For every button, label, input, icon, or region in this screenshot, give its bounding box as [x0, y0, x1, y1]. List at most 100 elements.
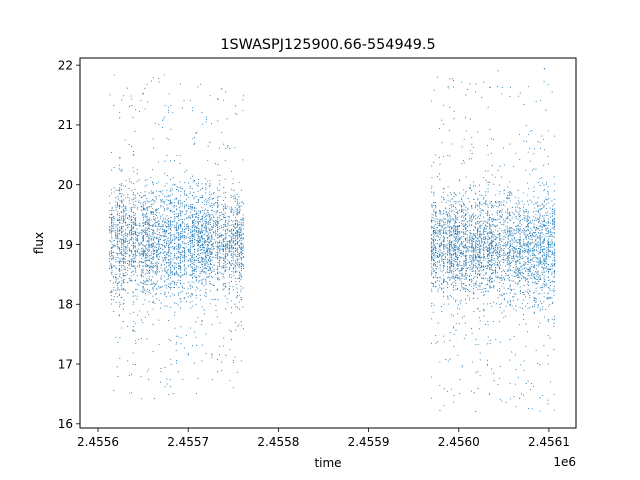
- data-point: [131, 105, 133, 107]
- data-point: [209, 204, 211, 206]
- data-point: [152, 248, 154, 250]
- data-point: [115, 205, 117, 207]
- data-point: [201, 248, 203, 251]
- data-point: [209, 191, 211, 193]
- data-point: [122, 303, 124, 305]
- data-point: [138, 179, 140, 181]
- data-point: [141, 253, 143, 255]
- data-point: [240, 230, 242, 232]
- data-point: [141, 282, 143, 284]
- data-point: [135, 200, 137, 202]
- data-point: [172, 293, 174, 295]
- data-point: [142, 241, 144, 243]
- data-point: [148, 259, 150, 261]
- data-point: [231, 270, 233, 273]
- data-point: [457, 210, 459, 212]
- data-point: [433, 227, 435, 229]
- data-point: [181, 229, 183, 231]
- data-point: [222, 250, 224, 252]
- data-point: [228, 235, 230, 237]
- data-point: [441, 225, 443, 227]
- data-point: [205, 258, 207, 260]
- data-point: [226, 146, 228, 148]
- data-point: [111, 219, 113, 222]
- data-point: [133, 221, 135, 223]
- data-point: [203, 313, 205, 315]
- data-point: [195, 211, 197, 213]
- data-point: [123, 215, 125, 217]
- data-point: [459, 261, 461, 263]
- data-point: [139, 244, 141, 246]
- data-point: [453, 247, 455, 249]
- data-point: [148, 224, 150, 226]
- data-point: [452, 250, 454, 252]
- data-point: [219, 215, 221, 217]
- data-point: [152, 308, 154, 310]
- data-point: [233, 266, 235, 268]
- data-point: [228, 207, 230, 209]
- data-point: [118, 268, 120, 270]
- data-point: [463, 263, 465, 265]
- data-point: [238, 204, 240, 206]
- data-point: [442, 239, 444, 241]
- data-point: [145, 253, 147, 255]
- data-point: [437, 225, 439, 227]
- data-point: [130, 224, 132, 226]
- data-point: [134, 249, 136, 251]
- data-point: [132, 238, 135, 240]
- data-point: [460, 211, 463, 213]
- data-point: [121, 231, 123, 233]
- data-point: [136, 208, 138, 210]
- data-point: [222, 243, 224, 246]
- data-point: [207, 248, 209, 251]
- data-point: [132, 265, 134, 267]
- data-point: [173, 220, 175, 223]
- data-point: [148, 221, 150, 224]
- data-point: [178, 213, 180, 215]
- data-point: [233, 275, 235, 277]
- data-point: [477, 228, 479, 230]
- data-point: [435, 247, 437, 249]
- data-point: [205, 232, 207, 234]
- data-point: [131, 252, 133, 254]
- data-point: [430, 219, 432, 221]
- data-point: [240, 240, 242, 242]
- data-point: [447, 200, 449, 202]
- data-point: [213, 268, 215, 271]
- data-point: [205, 333, 207, 335]
- data-point: [124, 262, 126, 264]
- data-point: [154, 302, 156, 304]
- data-point: [116, 230, 119, 232]
- data-point: [131, 98, 133, 100]
- data-point: [197, 245, 200, 247]
- data-point: [455, 202, 457, 204]
- data-point: [147, 223, 149, 225]
- data-point: [202, 220, 204, 222]
- data-point: [164, 285, 166, 287]
- data-point: [433, 248, 435, 250]
- data-point: [174, 256, 176, 258]
- data-point: [144, 281, 146, 283]
- data-point: [223, 216, 225, 218]
- data-point: [205, 228, 207, 230]
- data-point: [206, 254, 209, 256]
- data-point: [117, 286, 119, 288]
- data-point: [431, 177, 433, 179]
- data-point: [184, 204, 186, 206]
- data-point: [431, 191, 433, 193]
- data-point: [225, 230, 227, 232]
- data-point: [121, 225, 123, 227]
- data-point: [169, 255, 171, 257]
- data-point: [474, 202, 476, 204]
- data-point: [459, 225, 461, 228]
- data-point: [193, 228, 195, 231]
- data-point: [145, 223, 147, 226]
- data-point: [196, 259, 198, 261]
- data-point: [234, 253, 236, 255]
- data-point: [166, 383, 168, 385]
- data-point: [236, 262, 238, 264]
- data-point: [203, 209, 205, 212]
- data-point: [110, 189, 112, 191]
- data-point: [226, 118, 228, 120]
- data-point: [188, 236, 190, 239]
